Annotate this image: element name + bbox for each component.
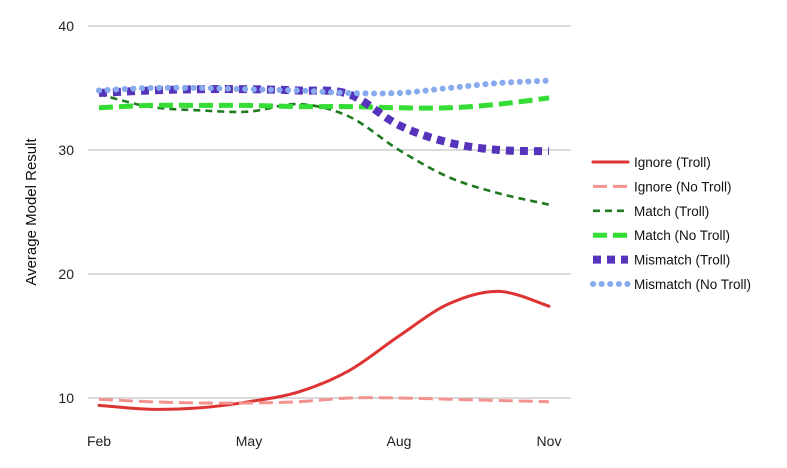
y-tick-label: 40: [58, 18, 74, 34]
y-tick-label: 30: [58, 142, 74, 158]
series-lines: [96, 77, 552, 411]
series-line-ignore-no-troll: [98, 396, 550, 405]
y-tick-label: 10: [58, 390, 74, 406]
x-tick-label: Feb: [87, 433, 111, 449]
legend: Ignore (Troll) Ignore (No Troll) Match (Tr…: [590, 155, 751, 292]
gridlines: [88, 25, 571, 399]
legend-label-mismatch-no-troll: Mismatch (No Troll): [634, 277, 751, 292]
legend-label-mismatch-troll: Mismatch (Troll): [634, 253, 730, 268]
x-tick-label: Nov: [537, 433, 562, 449]
legend-label-match-troll: Match (Troll): [634, 204, 709, 219]
legend-label-ignore-troll: Ignore (Troll): [634, 155, 711, 170]
x-tick-label: Aug: [387, 433, 412, 449]
legend-label-match-no-troll: Match (No Troll): [634, 228, 730, 243]
series-line-match-troll: [98, 92, 550, 206]
series-line-ignore-troll: [97, 289, 551, 411]
x-axis-ticks: Feb May Aug Nov: [87, 433, 562, 449]
y-axis-title: Average Model Result: [23, 138, 40, 286]
y-axis-ticks: 10 20 30 40: [58, 18, 74, 406]
series-line-match-no-troll: [98, 95, 550, 111]
series-line-mismatch-troll: [98, 85, 550, 156]
y-tick-label: 20: [58, 266, 74, 282]
legend-label-ignore-no-troll: Ignore (No Troll): [634, 179, 732, 194]
x-tick-label: May: [236, 433, 262, 449]
series-line-mismatch-no-troll: [96, 77, 552, 97]
